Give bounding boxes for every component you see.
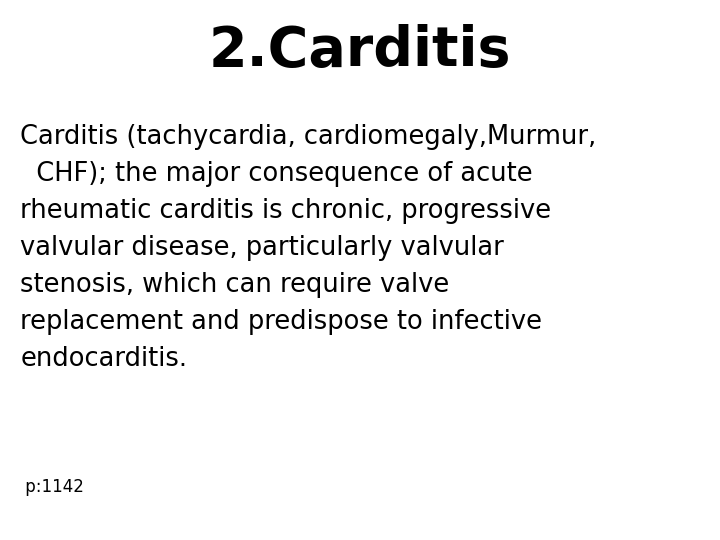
Text: p:1142: p:1142 xyxy=(20,478,84,496)
Text: Carditis (tachycardia, cardiomegaly,Murmur,
  CHF); the major consequence of acu: Carditis (tachycardia, cardiomegaly,Murm… xyxy=(20,124,596,372)
Text: 2.Carditis: 2.Carditis xyxy=(209,24,511,78)
